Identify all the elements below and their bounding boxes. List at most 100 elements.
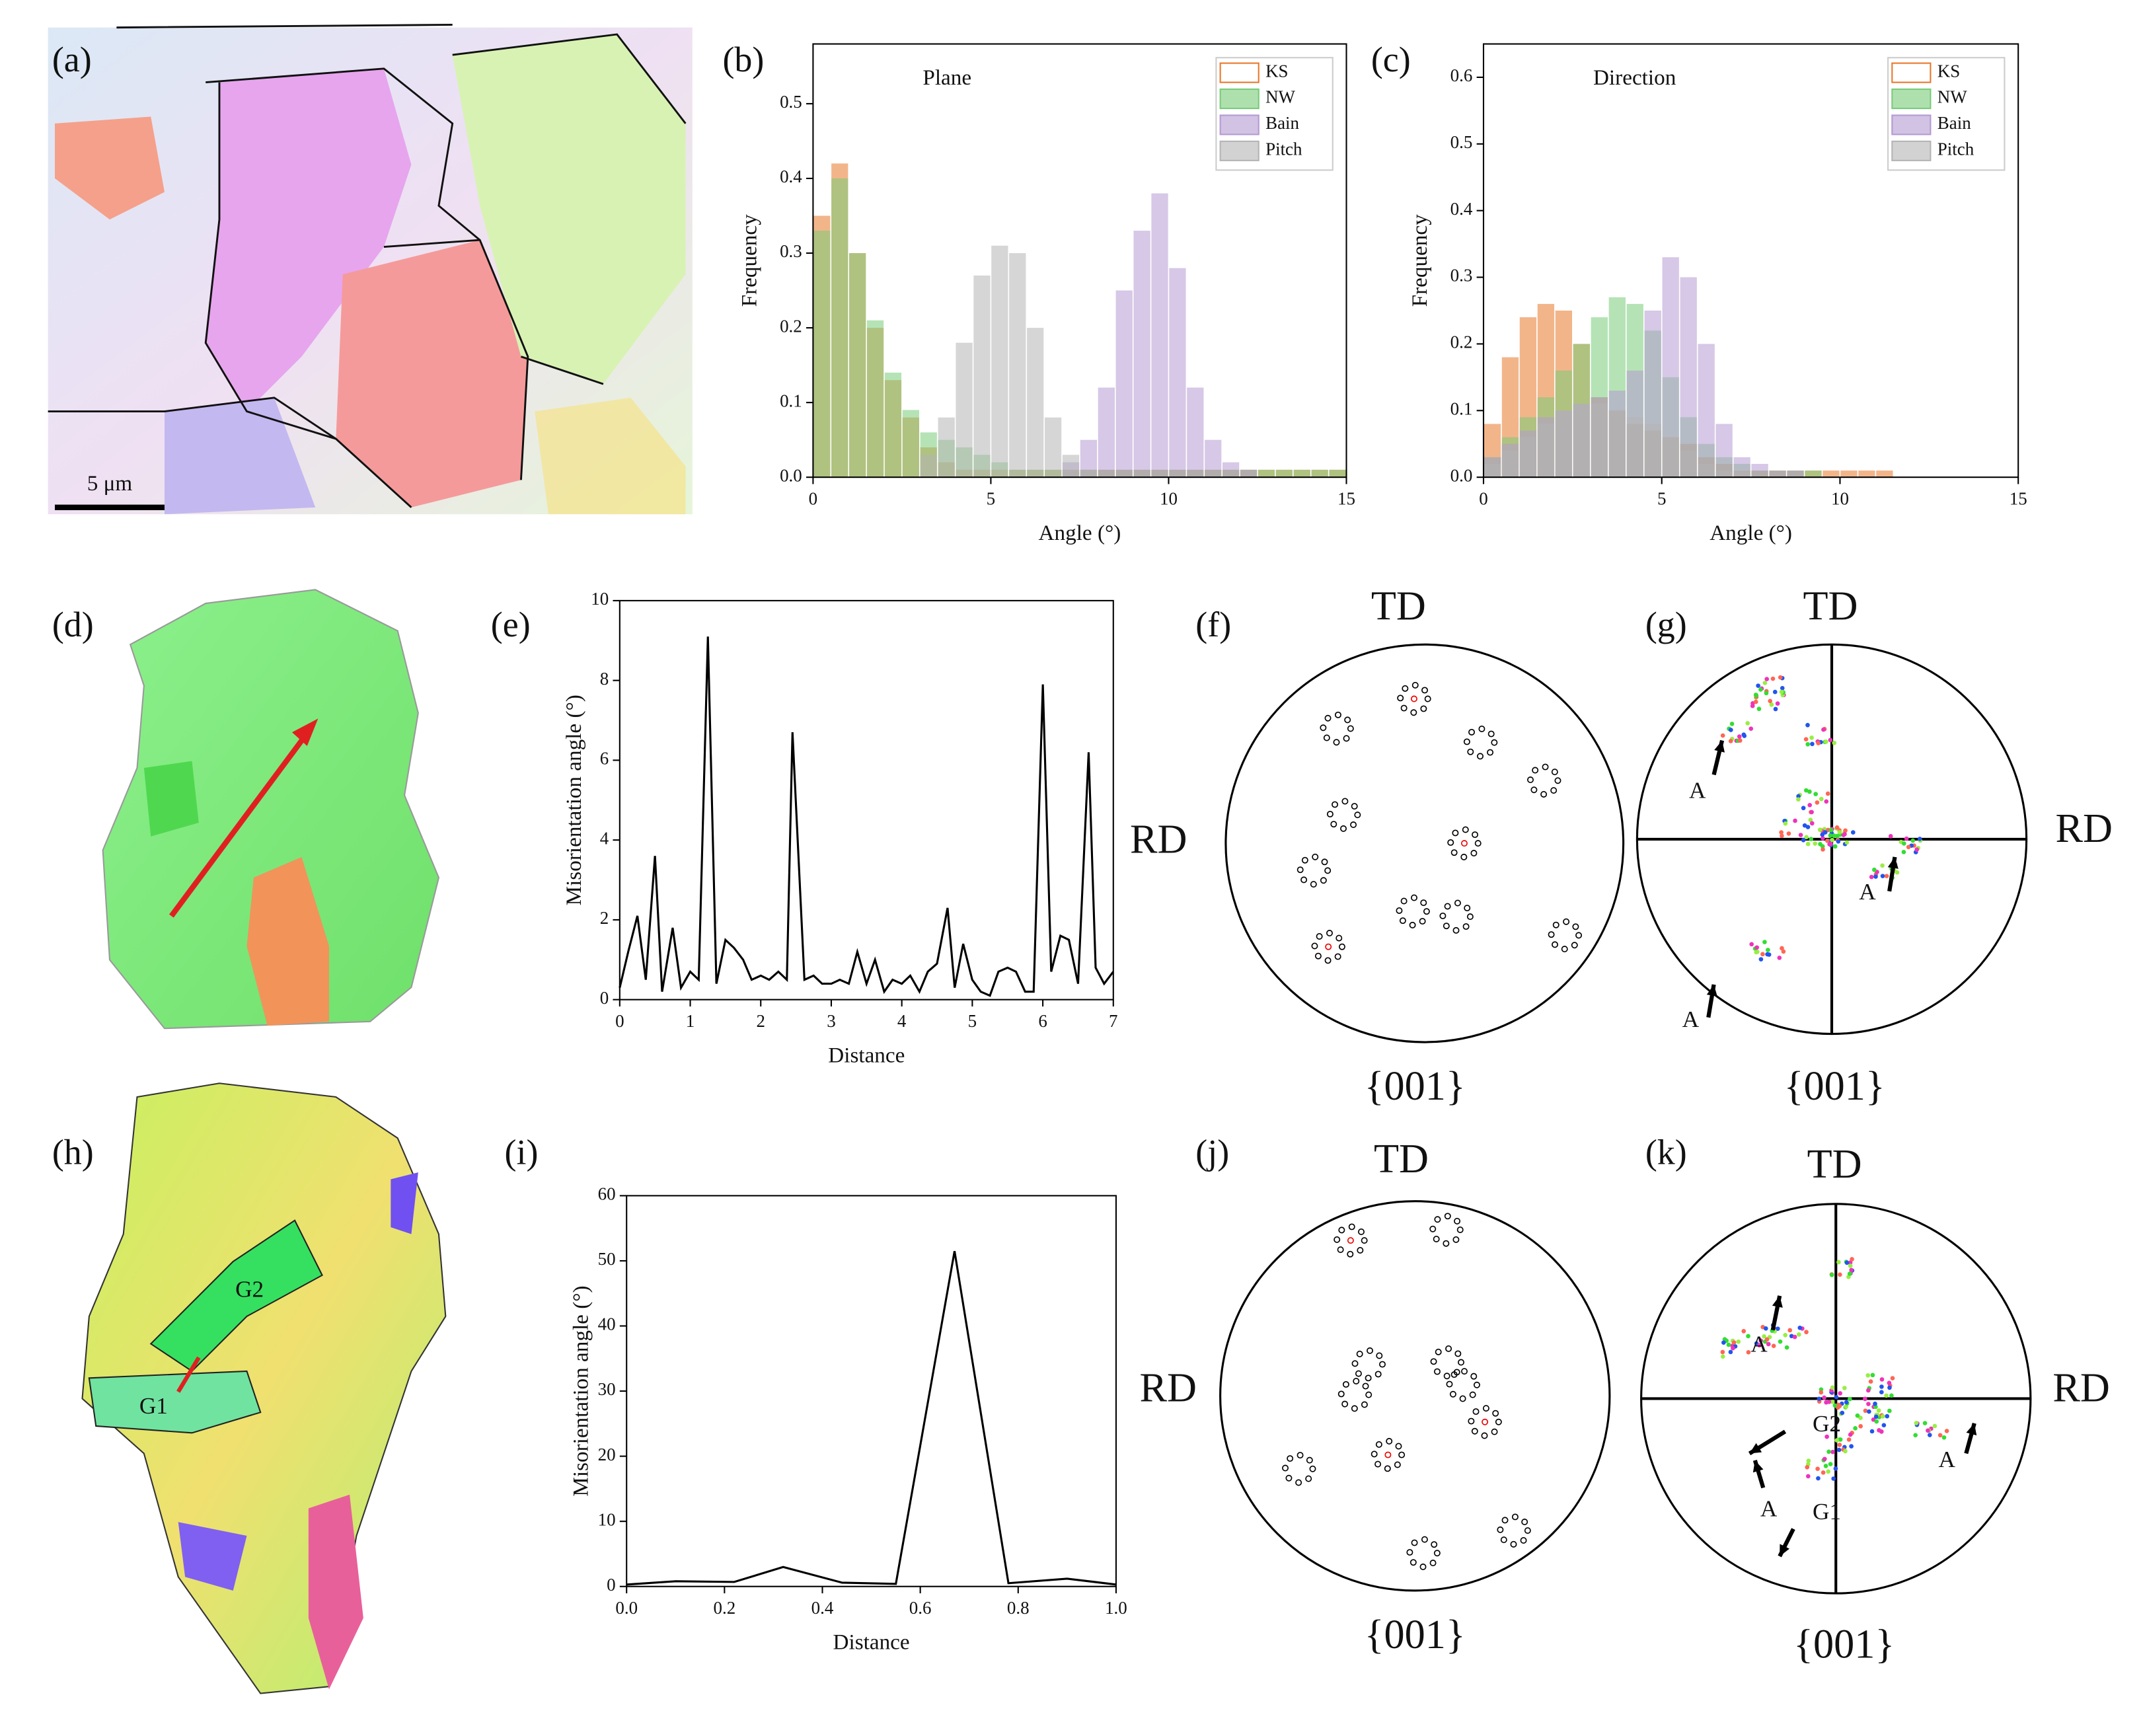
y-tick-label: 10	[598, 1509, 616, 1529]
pole-dot	[1832, 740, 1837, 745]
pole-dot	[1421, 1536, 1428, 1543]
pole-dot	[1850, 1257, 1854, 1262]
pole-dot	[1324, 957, 1332, 964]
pole-dot	[1823, 830, 1828, 835]
pole-dot	[1828, 1462, 1833, 1466]
pole-dot	[1805, 1474, 1811, 1479]
pole-dot	[1444, 1213, 1451, 1220]
pole-dot	[1435, 1348, 1442, 1355]
pole-dot	[1337, 1390, 1345, 1398]
pole-dot	[1813, 841, 1818, 846]
pole-dot	[1884, 874, 1889, 879]
bar	[1275, 469, 1293, 478]
pole-dot	[1758, 687, 1763, 692]
pole-dot	[1888, 834, 1893, 839]
pole-dot	[1367, 1347, 1374, 1354]
panel-label: (b)	[722, 40, 764, 79]
pole-dot	[1775, 701, 1780, 706]
bar	[1680, 277, 1697, 478]
pole-dot	[1477, 753, 1484, 760]
pole-dot	[1424, 695, 1431, 702]
pole-dot	[1520, 1537, 1527, 1544]
pole-dot	[1282, 1464, 1289, 1472]
pole-dot	[1402, 685, 1409, 692]
pole-dot	[1763, 1326, 1768, 1331]
pole-dot	[1838, 1391, 1842, 1396]
pole-dot	[1844, 1400, 1849, 1405]
x-tick-label: 0	[1479, 489, 1487, 509]
pole-dot	[1773, 706, 1778, 712]
bar	[1733, 471, 1750, 478]
pole-dot	[1464, 905, 1471, 912]
pole-dot	[1527, 776, 1534, 783]
pole-dot	[1766, 948, 1770, 952]
pole-dot	[1726, 1342, 1731, 1347]
pole-dot	[1754, 945, 1760, 950]
pole-dot	[1481, 1432, 1488, 1439]
legend-swatch	[1219, 88, 1259, 110]
pole-dot	[1324, 714, 1332, 722]
annotation: A	[1760, 1496, 1778, 1522]
pole-dot	[1787, 1328, 1792, 1333]
pole-dot	[1741, 1329, 1747, 1334]
y-axis-label: Frequency	[737, 214, 762, 307]
pole-circle	[1224, 643, 1625, 1043]
x-tick-label: 15	[2010, 489, 2027, 509]
pole-dot	[1434, 1216, 1441, 1223]
pole-dot	[1454, 1217, 1461, 1225]
line	[626, 1250, 1117, 1586]
pole-dot	[1922, 1421, 1928, 1425]
pole-dot	[1375, 1441, 1382, 1448]
pole-dot	[1809, 736, 1814, 740]
pole-dot	[1316, 933, 1323, 940]
x-tick-label: 0	[615, 1011, 624, 1031]
pole-dot	[1835, 833, 1840, 839]
y-tick-label: 4	[600, 828, 609, 848]
pole-dot	[1778, 1339, 1783, 1344]
bar	[849, 253, 866, 478]
pole-dot	[1885, 1414, 1890, 1419]
pole-dot	[1868, 1379, 1873, 1384]
pole-dot	[1431, 1541, 1438, 1548]
pole-dot	[1728, 728, 1733, 732]
y-tick-label: 0.5	[1450, 132, 1473, 152]
bar	[1519, 437, 1537, 478]
pole-dot	[1309, 1465, 1316, 1472]
pole-dot	[1832, 844, 1838, 849]
pole-dot	[1840, 1410, 1845, 1415]
bar	[884, 372, 902, 478]
pole-dot	[1361, 1401, 1368, 1408]
arrow-head	[1966, 1423, 1977, 1436]
pole-dot	[1818, 842, 1823, 847]
pole-dot	[1409, 921, 1416, 928]
x-axis-label: Distance	[833, 1630, 910, 1654]
bar	[1311, 469, 1328, 478]
pole-dot	[1378, 1361, 1386, 1368]
bar	[1133, 231, 1150, 478]
y-tick-label: 20	[598, 1445, 616, 1464]
pole-dot	[1297, 866, 1304, 874]
pole-dot	[1295, 1479, 1302, 1486]
bar	[1205, 439, 1222, 478]
pole-dot	[1758, 957, 1764, 962]
x-tick-label: 1.0	[1105, 1598, 1127, 1618]
legend-label: Bain	[1937, 113, 1971, 133]
pole-dot	[1815, 1466, 1820, 1472]
bar	[1537, 424, 1555, 478]
pole-dot	[1399, 917, 1406, 925]
pole-dot	[1540, 790, 1548, 798]
pole-dot	[1449, 1390, 1456, 1398]
pole-dot	[1804, 835, 1809, 840]
pole-dot	[1836, 1260, 1841, 1265]
pole-dot	[1848, 1396, 1852, 1402]
pole-dot	[1420, 705, 1427, 712]
panel-label: (d)	[52, 605, 94, 644]
pole-dot	[1842, 832, 1847, 837]
pole-dot	[1824, 1434, 1829, 1439]
x-tick-label: 0.2	[713, 1598, 735, 1618]
pole-dot	[1731, 1345, 1735, 1351]
pole-dot	[1914, 847, 1920, 852]
pole-dot	[1849, 1444, 1854, 1449]
pole-dot	[1347, 1237, 1354, 1244]
pole-dot	[1865, 1373, 1871, 1378]
